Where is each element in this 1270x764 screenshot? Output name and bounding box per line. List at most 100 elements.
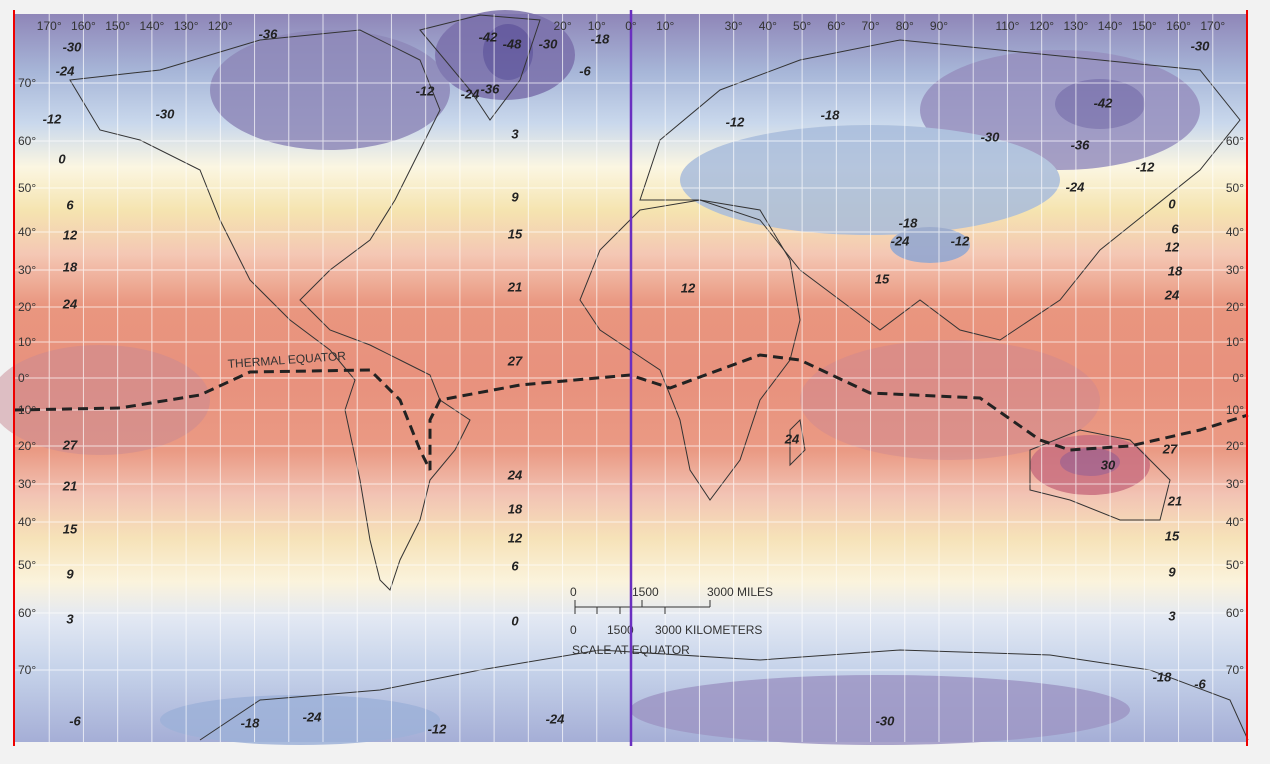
- isotherm-label: 0: [1168, 196, 1176, 211]
- isotherm-label: 3: [1168, 608, 1176, 623]
- scale-km-0: 0: [570, 623, 577, 637]
- latitude-label: 30°: [18, 263, 36, 277]
- latitude-label: 40°: [18, 515, 36, 529]
- isotherm-label: -24: [461, 86, 481, 101]
- isotherm-label: 3: [511, 126, 519, 141]
- isotherm-label: 18: [63, 259, 78, 274]
- isotherm-label: 24: [507, 467, 523, 482]
- isotherm-label: -30: [981, 129, 1001, 144]
- isotherm-label: 27: [507, 353, 523, 368]
- latitude-label: 30°: [1226, 477, 1244, 491]
- isotherm-label: -42: [479, 29, 499, 44]
- isotherm-label: 12: [681, 280, 696, 295]
- isotherm-label: -24: [56, 63, 76, 78]
- scale-miles-0: 0: [570, 585, 577, 599]
- longitude-label: 60°: [827, 19, 845, 33]
- longitude-label: 140°: [139, 19, 164, 33]
- latitude-label: 70°: [1226, 663, 1244, 677]
- latitude-label: 50°: [1226, 181, 1244, 195]
- isotherm-label: -6: [1194, 676, 1206, 691]
- thermal-equator: [13, 353, 1249, 471]
- isotherm-label: 18: [508, 501, 523, 516]
- temperature-regions: [0, 10, 1200, 745]
- isotherm-label: 6: [66, 197, 74, 212]
- isotherm-label: 9: [1168, 564, 1176, 579]
- isotherm-label: 12: [63, 227, 78, 242]
- isotherm-label: -6: [579, 63, 591, 78]
- isotherm-label: 9: [66, 566, 74, 581]
- isotherm-label: 15: [508, 226, 523, 241]
- isotherm-label: -12: [416, 83, 436, 98]
- isotherm-label: 0: [58, 151, 66, 166]
- latitude-label: 20°: [18, 439, 36, 453]
- isotherm-label: 6: [511, 558, 519, 573]
- longitude-label: 170°: [37, 19, 62, 33]
- isotherm-label: 21: [62, 478, 77, 493]
- isotherm-label: 21: [507, 279, 522, 294]
- isotherm-label: 24: [62, 296, 78, 311]
- isotherm-label: -30: [63, 39, 83, 54]
- scale-km-1500: 1500: [607, 623, 634, 637]
- latitude-label: 10°: [1226, 403, 1244, 417]
- isotherm-label: 9: [511, 189, 519, 204]
- longitude-label: 40°: [759, 19, 777, 33]
- isotherm-label: -12: [43, 111, 63, 126]
- latitude-label: 40°: [1226, 515, 1244, 529]
- isotherm-label: -18: [1153, 669, 1173, 684]
- latitude-label: 60°: [1226, 134, 1244, 148]
- isotherm-label: 3: [66, 611, 74, 626]
- isotherm-label: -6: [69, 713, 81, 728]
- longitude-label: 50°: [793, 19, 811, 33]
- isotherm-label: -18: [591, 31, 611, 46]
- latitude-label: 20°: [18, 300, 36, 314]
- latitude-label: 30°: [18, 477, 36, 491]
- scale-miles-1500: 1500: [632, 585, 659, 599]
- latitude-label: 10°: [18, 403, 36, 417]
- longitude-label: 170°: [1200, 19, 1225, 33]
- latitude-label: 50°: [18, 181, 36, 195]
- isotherm-label: -12: [428, 721, 448, 736]
- latitude-label: 60°: [18, 606, 36, 620]
- longitude-label: 80°: [896, 19, 914, 33]
- isotherm-label: 30: [1101, 457, 1116, 472]
- isotherm-label: 15: [875, 271, 890, 286]
- isotherm-label: -12: [726, 114, 746, 129]
- isotherm-label: -12: [1136, 159, 1156, 174]
- isotherm-label: 27: [62, 437, 78, 452]
- latitude-label: 0°: [1233, 371, 1245, 385]
- isotherm-label: 6: [1171, 221, 1179, 236]
- longitude-label: 10°: [588, 19, 606, 33]
- latitude-label: 0°: [18, 371, 30, 385]
- latitude-label: 20°: [1226, 300, 1244, 314]
- latitude-label: 70°: [18, 76, 36, 90]
- isotherm-label: 21: [1167, 493, 1182, 508]
- isotherm-label: -24: [891, 233, 911, 248]
- scale-km-3000: 3000 KILOMETERS: [655, 623, 762, 637]
- longitude-label: 140°: [1098, 19, 1123, 33]
- longitude-label: 120°: [208, 19, 233, 33]
- isotherm-label: -36: [1071, 137, 1091, 152]
- isotherm-label: 27: [1162, 441, 1178, 456]
- longitude-label: 130°: [174, 19, 199, 33]
- isotherm-label: 24: [1164, 287, 1180, 302]
- longitude-label: 150°: [1132, 19, 1157, 33]
- isotherm-label: -48: [503, 36, 523, 51]
- isotherm-label: -36: [481, 81, 501, 96]
- isotherm-label: 0: [511, 613, 519, 628]
- isotherm-label: -36: [259, 26, 279, 41]
- isotherm-label: 15: [63, 521, 78, 536]
- longitude-label: 160°: [1166, 19, 1191, 33]
- isotherm-label: -24: [1066, 179, 1086, 194]
- longitude-label: 10°: [656, 19, 674, 33]
- isotherm-label: -18: [241, 715, 261, 730]
- latitude-label: 20°: [1226, 439, 1244, 453]
- isotherm-label: 24: [784, 431, 800, 446]
- isotherm-label: 18: [1168, 263, 1183, 278]
- isotherm-label: -30: [1191, 38, 1211, 53]
- latitude-label: 60°: [18, 134, 36, 148]
- longitude-label: 160°: [71, 19, 96, 33]
- latitude-label: 50°: [18, 558, 36, 572]
- scale-bar: [574, 600, 711, 614]
- longitude-label: 150°: [105, 19, 130, 33]
